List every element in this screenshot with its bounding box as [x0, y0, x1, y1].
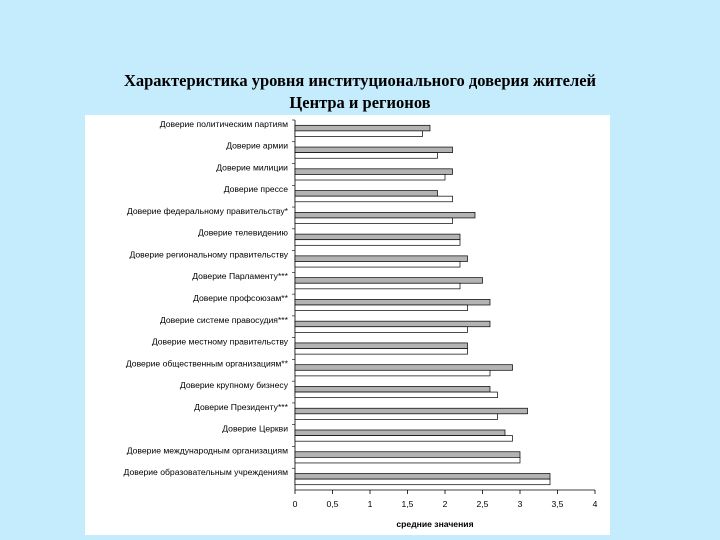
x-axis-title: средние значения	[396, 519, 473, 529]
x-tick-label: 3,5	[552, 499, 564, 509]
category-label: Доверие армии	[226, 141, 288, 151]
bar-center	[294, 282, 461, 290]
bar-regions	[294, 255, 468, 262]
bar-regions	[294, 190, 438, 197]
category-label: Доверие общественным организациям**	[126, 358, 289, 368]
category-label: Доверие крупному бизнесу	[180, 380, 289, 390]
category-label: Доверие образовательным учреждениям	[124, 467, 289, 477]
bar-center	[294, 195, 453, 203]
bar-chart: 0 0,5 1 1,5 2 2,5 3 3,5 4 средние значения Доверие…	[124, 119, 598, 529]
bar-center	[294, 326, 468, 333]
bar-center	[294, 478, 551, 486]
bar-regions	[294, 473, 551, 480]
x-tick-label: 4	[593, 499, 598, 509]
category-label: Доверие прессе	[224, 184, 288, 194]
bar-center	[294, 174, 446, 181]
chart-panel: 0 0,5 1 1,5 2 2,5 3 3,5 4 средние значения Доверие…	[85, 115, 610, 535]
bar-regions	[294, 386, 491, 393]
bar-center	[294, 435, 513, 442]
bar-center	[294, 261, 461, 268]
x-tick-label: 0,5	[327, 499, 339, 509]
bar-center	[294, 391, 498, 399]
bar-center	[294, 217, 453, 224]
x-tick-label: 3	[518, 499, 523, 509]
chart-title-line-1: Характеристика уровня институционального…	[123, 71, 597, 90]
category-label: Доверие милиции	[216, 162, 288, 172]
category-label: Доверие федеральному правительству*	[127, 206, 289, 216]
bar-regions	[294, 451, 521, 458]
category-label: Доверие политическим партиям	[160, 119, 288, 129]
category-label: Доверие Парламенту***	[192, 271, 288, 281]
bar-center	[294, 239, 461, 246]
category-label: Доверие региональному правительству	[129, 249, 288, 259]
bar-center	[294, 457, 521, 464]
bar-regions	[294, 146, 453, 153]
x-tick-label: 2	[443, 499, 448, 509]
category-label: Доверие профсоюзам**	[193, 293, 289, 303]
x-tick-label: 2,5	[477, 499, 489, 509]
bar-center	[294, 304, 468, 311]
bar-regions	[294, 407, 528, 415]
category-label: Доверие местному правительству	[152, 337, 289, 347]
chart-title: Характеристика уровня институционального…	[0, 70, 720, 114]
bar-center	[294, 369, 491, 377]
bar-center	[294, 152, 438, 159]
category-label: Доверие телевидению	[198, 228, 289, 238]
bar-regions	[294, 299, 491, 306]
x-tick-label: 1	[368, 499, 373, 509]
category-label: Доверие Церкви	[222, 424, 288, 434]
category-label: Доверие системе правосудия***	[160, 315, 289, 325]
bar-regions	[294, 364, 513, 371]
bar-center	[294, 413, 498, 420]
bar-regions	[294, 168, 453, 175]
bar-center	[294, 348, 468, 355]
category-label: Доверие международным организациям	[127, 445, 288, 455]
bar-regions	[294, 429, 506, 436]
bar-regions	[294, 124, 431, 132]
bar-regions	[294, 233, 461, 241]
bar-regions	[294, 342, 468, 349]
chart-title-line-2: Центра и регионов	[289, 93, 431, 112]
x-tick-label: 0	[293, 499, 298, 509]
x-tick-label: 1,5	[402, 499, 414, 509]
bar-regions	[294, 211, 476, 219]
bar-regions	[294, 320, 491, 328]
category-label: Доверие Президенту***	[194, 402, 289, 412]
bar-center	[294, 130, 423, 137]
bar-regions	[294, 277, 483, 284]
